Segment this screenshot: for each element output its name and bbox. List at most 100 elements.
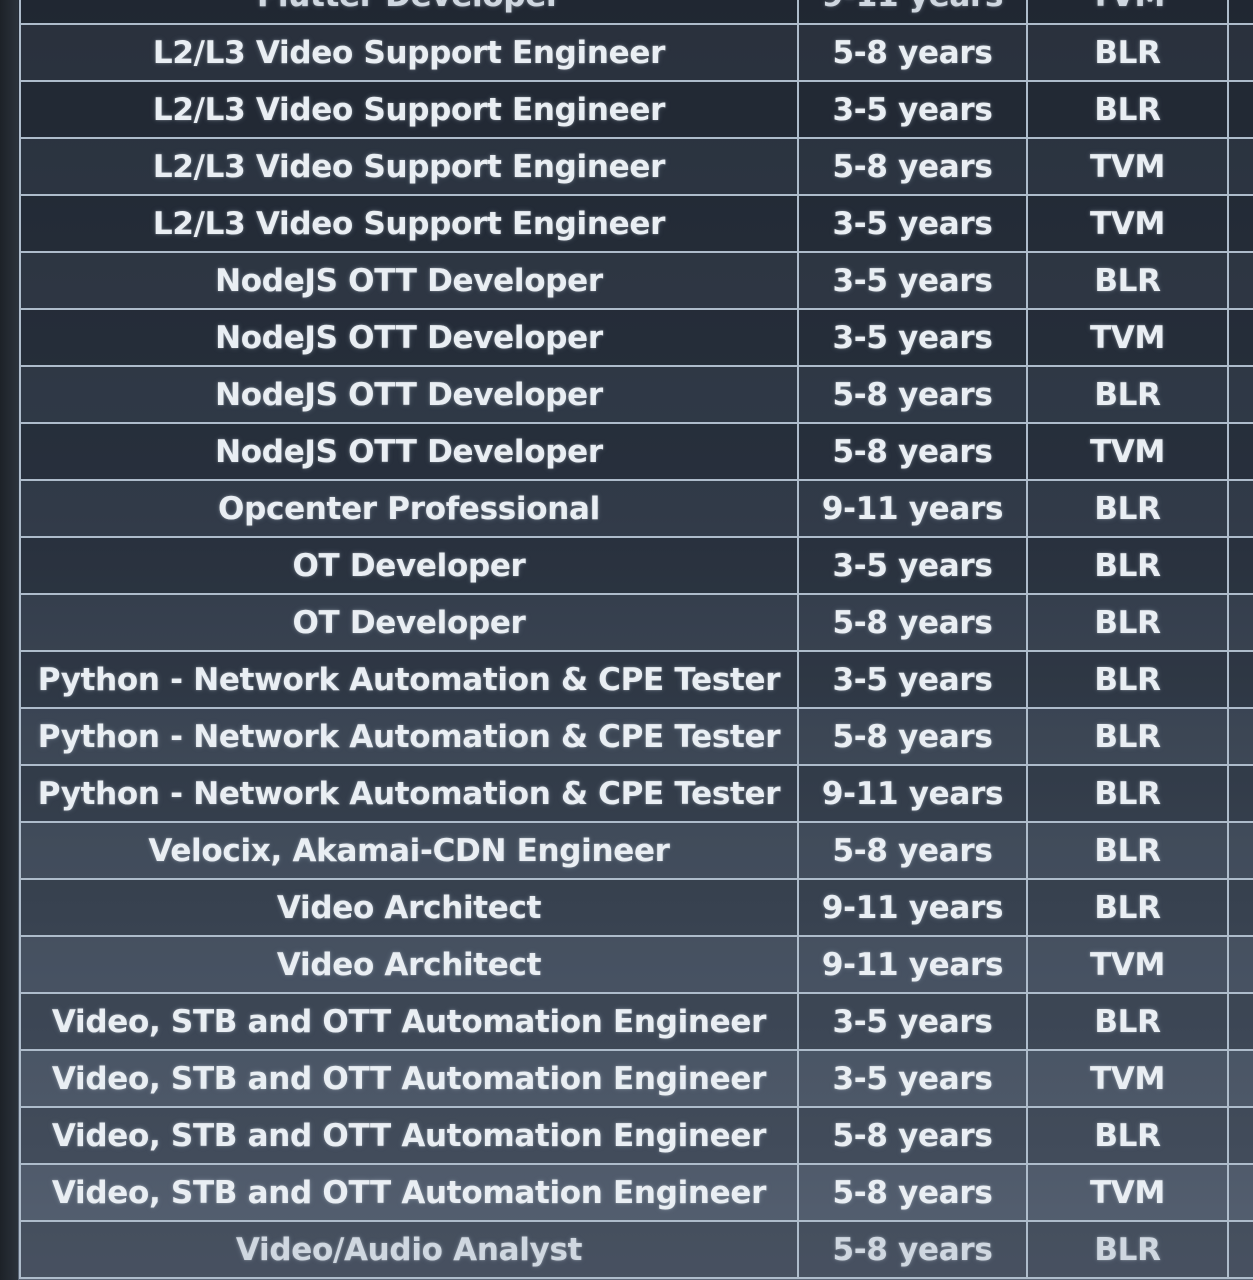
location-cell[interactable]: TVM [1026, 1163, 1229, 1222]
monitor-bezel [0, 0, 18, 1280]
location-cell[interactable]: BLR [1026, 821, 1229, 880]
role-cell[interactable]: Video, STB and OTT Automation Engineer [19, 1106, 799, 1165]
role-cell[interactable]: L2/L3 Video Support Engineer [19, 194, 799, 253]
role-cell[interactable]: Python - Network Automation & CPE Tester [19, 650, 799, 709]
role-cell[interactable]: L2/L3 Video Support Engineer [19, 137, 799, 196]
extra-cell[interactable] [1227, 194, 1253, 253]
experience-cell[interactable]: 5-8 years [797, 137, 1028, 196]
location-cell[interactable]: BLR [1026, 1106, 1229, 1165]
location-cell[interactable]: BLR [1026, 593, 1229, 652]
location-cell[interactable]: BLR [1026, 650, 1229, 709]
role-cell[interactable]: NodeJS OTT Developer [19, 422, 799, 481]
experience-cell[interactable]: 5-8 years [797, 707, 1028, 766]
experience-cell[interactable]: 3-5 years [797, 536, 1028, 595]
experience-cell[interactable]: 5-8 years [797, 1106, 1028, 1165]
role-cell[interactable]: NodeJS OTT Developer [19, 308, 799, 367]
role-cell[interactable]: Video, STB and OTT Automation Engineer [19, 992, 799, 1051]
experience-cell[interactable]: 3-5 years [797, 992, 1028, 1051]
location-cell[interactable]: BLR [1026, 992, 1229, 1051]
extra-cell[interactable] [1227, 1106, 1253, 1165]
extra-cell[interactable] [1227, 1220, 1253, 1279]
experience-cell[interactable]: 3-5 years [797, 80, 1028, 139]
experience-cell[interactable]: 3-5 years [797, 1049, 1028, 1108]
experience-cell[interactable]: 3-5 years [797, 251, 1028, 310]
role-cell[interactable]: Video, STB and OTT Automation Engineer [19, 1163, 799, 1222]
extra-cell[interactable] [1227, 365, 1253, 424]
role-cell[interactable]: Opcenter Professional [19, 479, 799, 538]
experience-cell[interactable]: 9-11 years [797, 0, 1028, 25]
role-cell[interactable]: Python - Network Automation & CPE Tester [19, 764, 799, 823]
role-cell[interactable]: L2/L3 Video Support Engineer [19, 23, 799, 82]
location-cell[interactable]: BLR [1026, 707, 1229, 766]
location-cell[interactable]: TVM [1026, 0, 1229, 25]
role-cell[interactable]: Python - Network Automation & CPE Tester [19, 707, 799, 766]
role-cell[interactable]: Video Architect [19, 935, 799, 994]
extra-cell[interactable] [1227, 650, 1253, 709]
extra-cell[interactable] [1227, 1049, 1253, 1108]
extra-cell[interactable] [1227, 764, 1253, 823]
extra-cell[interactable] [1227, 422, 1253, 481]
table-row: L2/L3 Video Support Engineer 3-5 years B… [19, 80, 1253, 139]
location-cell[interactable]: BLR [1026, 80, 1229, 139]
extra-cell[interactable] [1227, 593, 1253, 652]
extra-cell[interactable] [1227, 707, 1253, 766]
location-cell[interactable]: TVM [1026, 935, 1229, 994]
location-cell[interactable]: TVM [1026, 137, 1229, 196]
location-cell[interactable]: TVM [1026, 308, 1229, 367]
extra-cell[interactable] [1227, 137, 1253, 196]
role-cell[interactable]: Flutter Developer [19, 0, 799, 25]
extra-cell[interactable] [1227, 1163, 1253, 1222]
experience-cell[interactable]: 5-8 years [797, 821, 1028, 880]
extra-cell[interactable] [1227, 479, 1253, 538]
extra-cell[interactable] [1227, 536, 1253, 595]
role-cell[interactable]: Video/Audio Analyst [19, 1220, 799, 1279]
table-row: NodeJS OTT Developer 5-8 years BLR [19, 365, 1253, 424]
role-cell[interactable]: OT Developer [19, 593, 799, 652]
location-cell[interactable]: BLR [1026, 365, 1229, 424]
location-cell[interactable]: BLR [1026, 23, 1229, 82]
table-row: OT Developer 3-5 years BLR [19, 536, 1253, 595]
role-cell[interactable]: L2/L3 Video Support Engineer [19, 80, 799, 139]
experience-cell[interactable]: 3-5 years [797, 194, 1028, 253]
location-cell[interactable]: BLR [1026, 1220, 1229, 1279]
experience-cell[interactable]: 5-8 years [797, 422, 1028, 481]
experience-cell[interactable]: 9-11 years [797, 935, 1028, 994]
location-cell[interactable]: TVM [1026, 1049, 1229, 1108]
extra-cell[interactable] [1227, 0, 1253, 25]
table-row: L2/L3 Video Support Engineer 5-8 years T… [19, 137, 1253, 196]
location-cell[interactable]: BLR [1026, 536, 1229, 595]
extra-cell[interactable] [1227, 935, 1253, 994]
experience-cell[interactable]: 3-5 years [797, 650, 1028, 709]
role-cell[interactable]: Video Architect [19, 878, 799, 937]
location-cell[interactable]: TVM [1026, 422, 1229, 481]
role-cell[interactable]: Video, STB and OTT Automation Engineer [19, 1049, 799, 1108]
experience-cell[interactable]: 5-8 years [797, 593, 1028, 652]
table-row: Flutter Developer 9-11 years TVM [19, 0, 1253, 25]
experience-cell[interactable]: 9-11 years [797, 479, 1028, 538]
extra-cell[interactable] [1227, 23, 1253, 82]
extra-cell[interactable] [1227, 821, 1253, 880]
location-cell[interactable]: BLR [1026, 479, 1229, 538]
role-cell[interactable]: NodeJS OTT Developer [19, 365, 799, 424]
extra-cell[interactable] [1227, 878, 1253, 937]
location-cell[interactable]: BLR [1026, 764, 1229, 823]
role-cell[interactable]: NodeJS OTT Developer [19, 251, 799, 310]
experience-cell[interactable]: 5-8 years [797, 1220, 1028, 1279]
table-row: Python - Network Automation & CPE Tester… [19, 650, 1253, 709]
experience-cell[interactable]: 3-5 years [797, 308, 1028, 367]
experience-cell[interactable]: 5-8 years [797, 23, 1028, 82]
experience-cell[interactable]: 5-8 years [797, 1163, 1028, 1222]
extra-cell[interactable] [1227, 251, 1253, 310]
location-cell[interactable]: TVM [1026, 194, 1229, 253]
extra-cell[interactable] [1227, 80, 1253, 139]
table-row: Video Architect 9-11 years TVM [19, 935, 1253, 994]
extra-cell[interactable] [1227, 308, 1253, 367]
experience-cell[interactable]: 9-11 years [797, 878, 1028, 937]
location-cell[interactable]: BLR [1026, 878, 1229, 937]
role-cell[interactable]: OT Developer [19, 536, 799, 595]
location-cell[interactable]: BLR [1026, 251, 1229, 310]
experience-cell[interactable]: 9-11 years [797, 764, 1028, 823]
role-cell[interactable]: Velocix, Akamai-CDN Engineer [19, 821, 799, 880]
extra-cell[interactable] [1227, 992, 1253, 1051]
experience-cell[interactable]: 5-8 years [797, 365, 1028, 424]
